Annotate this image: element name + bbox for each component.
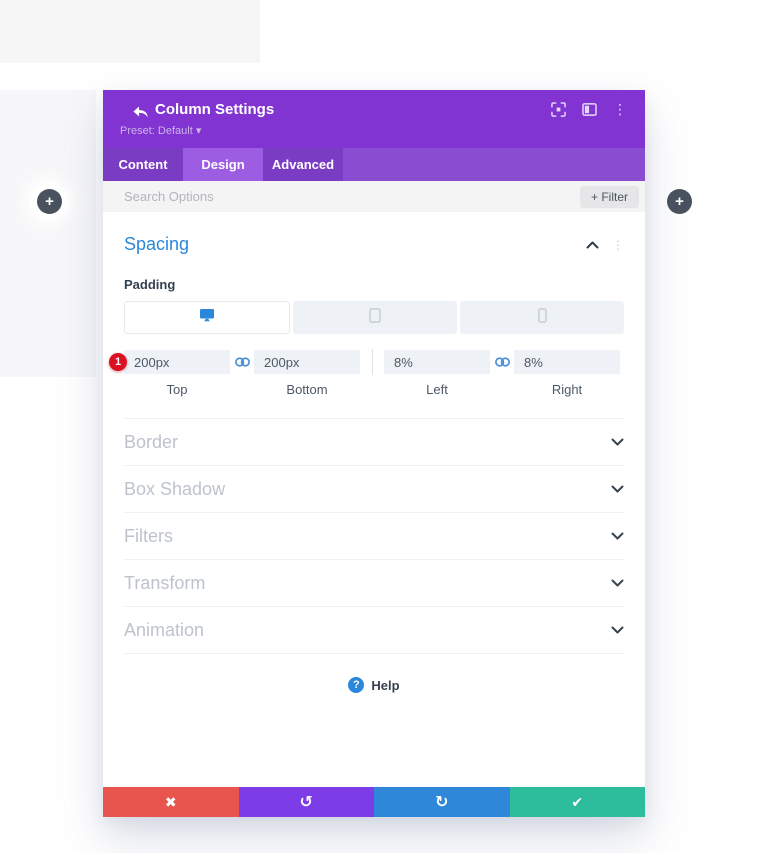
save-button[interactable]: ✔ bbox=[509, 787, 645, 817]
device-tab-group bbox=[124, 301, 624, 334]
device-tab-tablet[interactable] bbox=[293, 301, 457, 334]
filter-button[interactable]: + Filter bbox=[579, 185, 639, 208]
phone-icon bbox=[537, 307, 547, 328]
search-input[interactable] bbox=[103, 181, 580, 212]
padding-right-input[interactable] bbox=[514, 350, 620, 374]
split-view-icon[interactable] bbox=[582, 102, 597, 116]
undo-button[interactable]: ↺ bbox=[238, 787, 374, 817]
padding-right-label: Right bbox=[551, 382, 583, 397]
accordion-animation[interactable]: Animation bbox=[124, 607, 624, 654]
tab-content[interactable]: Content bbox=[103, 148, 183, 181]
link-values-icon[interactable] bbox=[230, 356, 254, 368]
add-button-left[interactable]: + bbox=[37, 189, 62, 214]
accordion-box-shadow[interactable]: Box Shadow bbox=[124, 466, 624, 513]
search-bar: + Filter bbox=[103, 181, 645, 212]
chevron-down-icon bbox=[611, 527, 624, 545]
notification-badge: 1 bbox=[109, 353, 127, 371]
device-tab-desktop[interactable] bbox=[124, 301, 290, 334]
padding-left-input[interactable] bbox=[384, 350, 490, 374]
modal-body: Spacing ⋮ Padding bbox=[103, 234, 645, 693]
header-menu-icon[interactable]: ⋮ bbox=[613, 101, 627, 117]
padding-labels-row: Top Bottom Left Right bbox=[124, 382, 624, 397]
link-values-icon[interactable] bbox=[490, 356, 514, 368]
desktop-icon bbox=[199, 308, 215, 327]
spacing-menu-icon[interactable]: ⋮ bbox=[612, 237, 624, 252]
chevron-down-icon bbox=[611, 621, 624, 639]
discard-button[interactable]: ✖ bbox=[103, 787, 239, 817]
padding-top-input[interactable] bbox=[124, 350, 230, 374]
accordion-border[interactable]: Border bbox=[124, 419, 624, 466]
padding-left-label: Left bbox=[426, 382, 448, 397]
modal-header: Column Settings Preset: Default ▾ bbox=[103, 90, 645, 148]
spacing-section-header[interactable]: Spacing ⋮ bbox=[124, 234, 624, 255]
padding-label: Padding bbox=[124, 277, 176, 292]
padding-top-label: Top bbox=[166, 382, 188, 397]
padding-bottom-input[interactable] bbox=[254, 350, 360, 374]
spacing-title[interactable]: Spacing bbox=[124, 234, 190, 254]
tablet-icon bbox=[369, 307, 381, 328]
fields-divider bbox=[360, 349, 384, 375]
redo-button[interactable]: ↻ bbox=[374, 787, 510, 817]
chevron-down-icon bbox=[611, 574, 624, 592]
accordion-list: Border Box Shadow Filters bbox=[124, 418, 624, 654]
device-tab-phone[interactable] bbox=[460, 301, 624, 334]
background-block-top bbox=[0, 0, 260, 63]
padding-fields-row: 1 bbox=[109, 349, 624, 375]
settings-tab-bar: Content Design Advanced bbox=[103, 148, 645, 181]
tab-advanced[interactable]: Advanced bbox=[263, 148, 343, 181]
help-icon: ? bbox=[348, 677, 365, 693]
tab-design[interactable]: Design bbox=[183, 148, 263, 181]
background-block-left bbox=[0, 90, 96, 377]
chevron-up-icon[interactable] bbox=[586, 236, 599, 254]
add-button-right[interactable]: + bbox=[667, 189, 692, 214]
chevron-down-icon bbox=[611, 433, 624, 451]
back-arrow-icon[interactable] bbox=[132, 104, 149, 119]
modal-footer: ✖ ↺ ↻ ✔ bbox=[103, 787, 645, 817]
preset-dropdown[interactable]: Preset: Default ▾ bbox=[120, 125, 202, 137]
help-link[interactable]: ? Help bbox=[124, 677, 624, 693]
focus-frame-icon[interactable] bbox=[551, 101, 566, 117]
padding-bottom-label: Bottom bbox=[286, 382, 328, 397]
accordion-transform[interactable]: Transform bbox=[124, 560, 624, 607]
modal-title: Column Settings bbox=[155, 101, 275, 118]
column-settings-modal: Column Settings Preset: Default ▾ bbox=[103, 90, 645, 817]
accordion-filters[interactable]: Filters bbox=[124, 513, 624, 560]
chevron-down-icon bbox=[611, 480, 624, 498]
